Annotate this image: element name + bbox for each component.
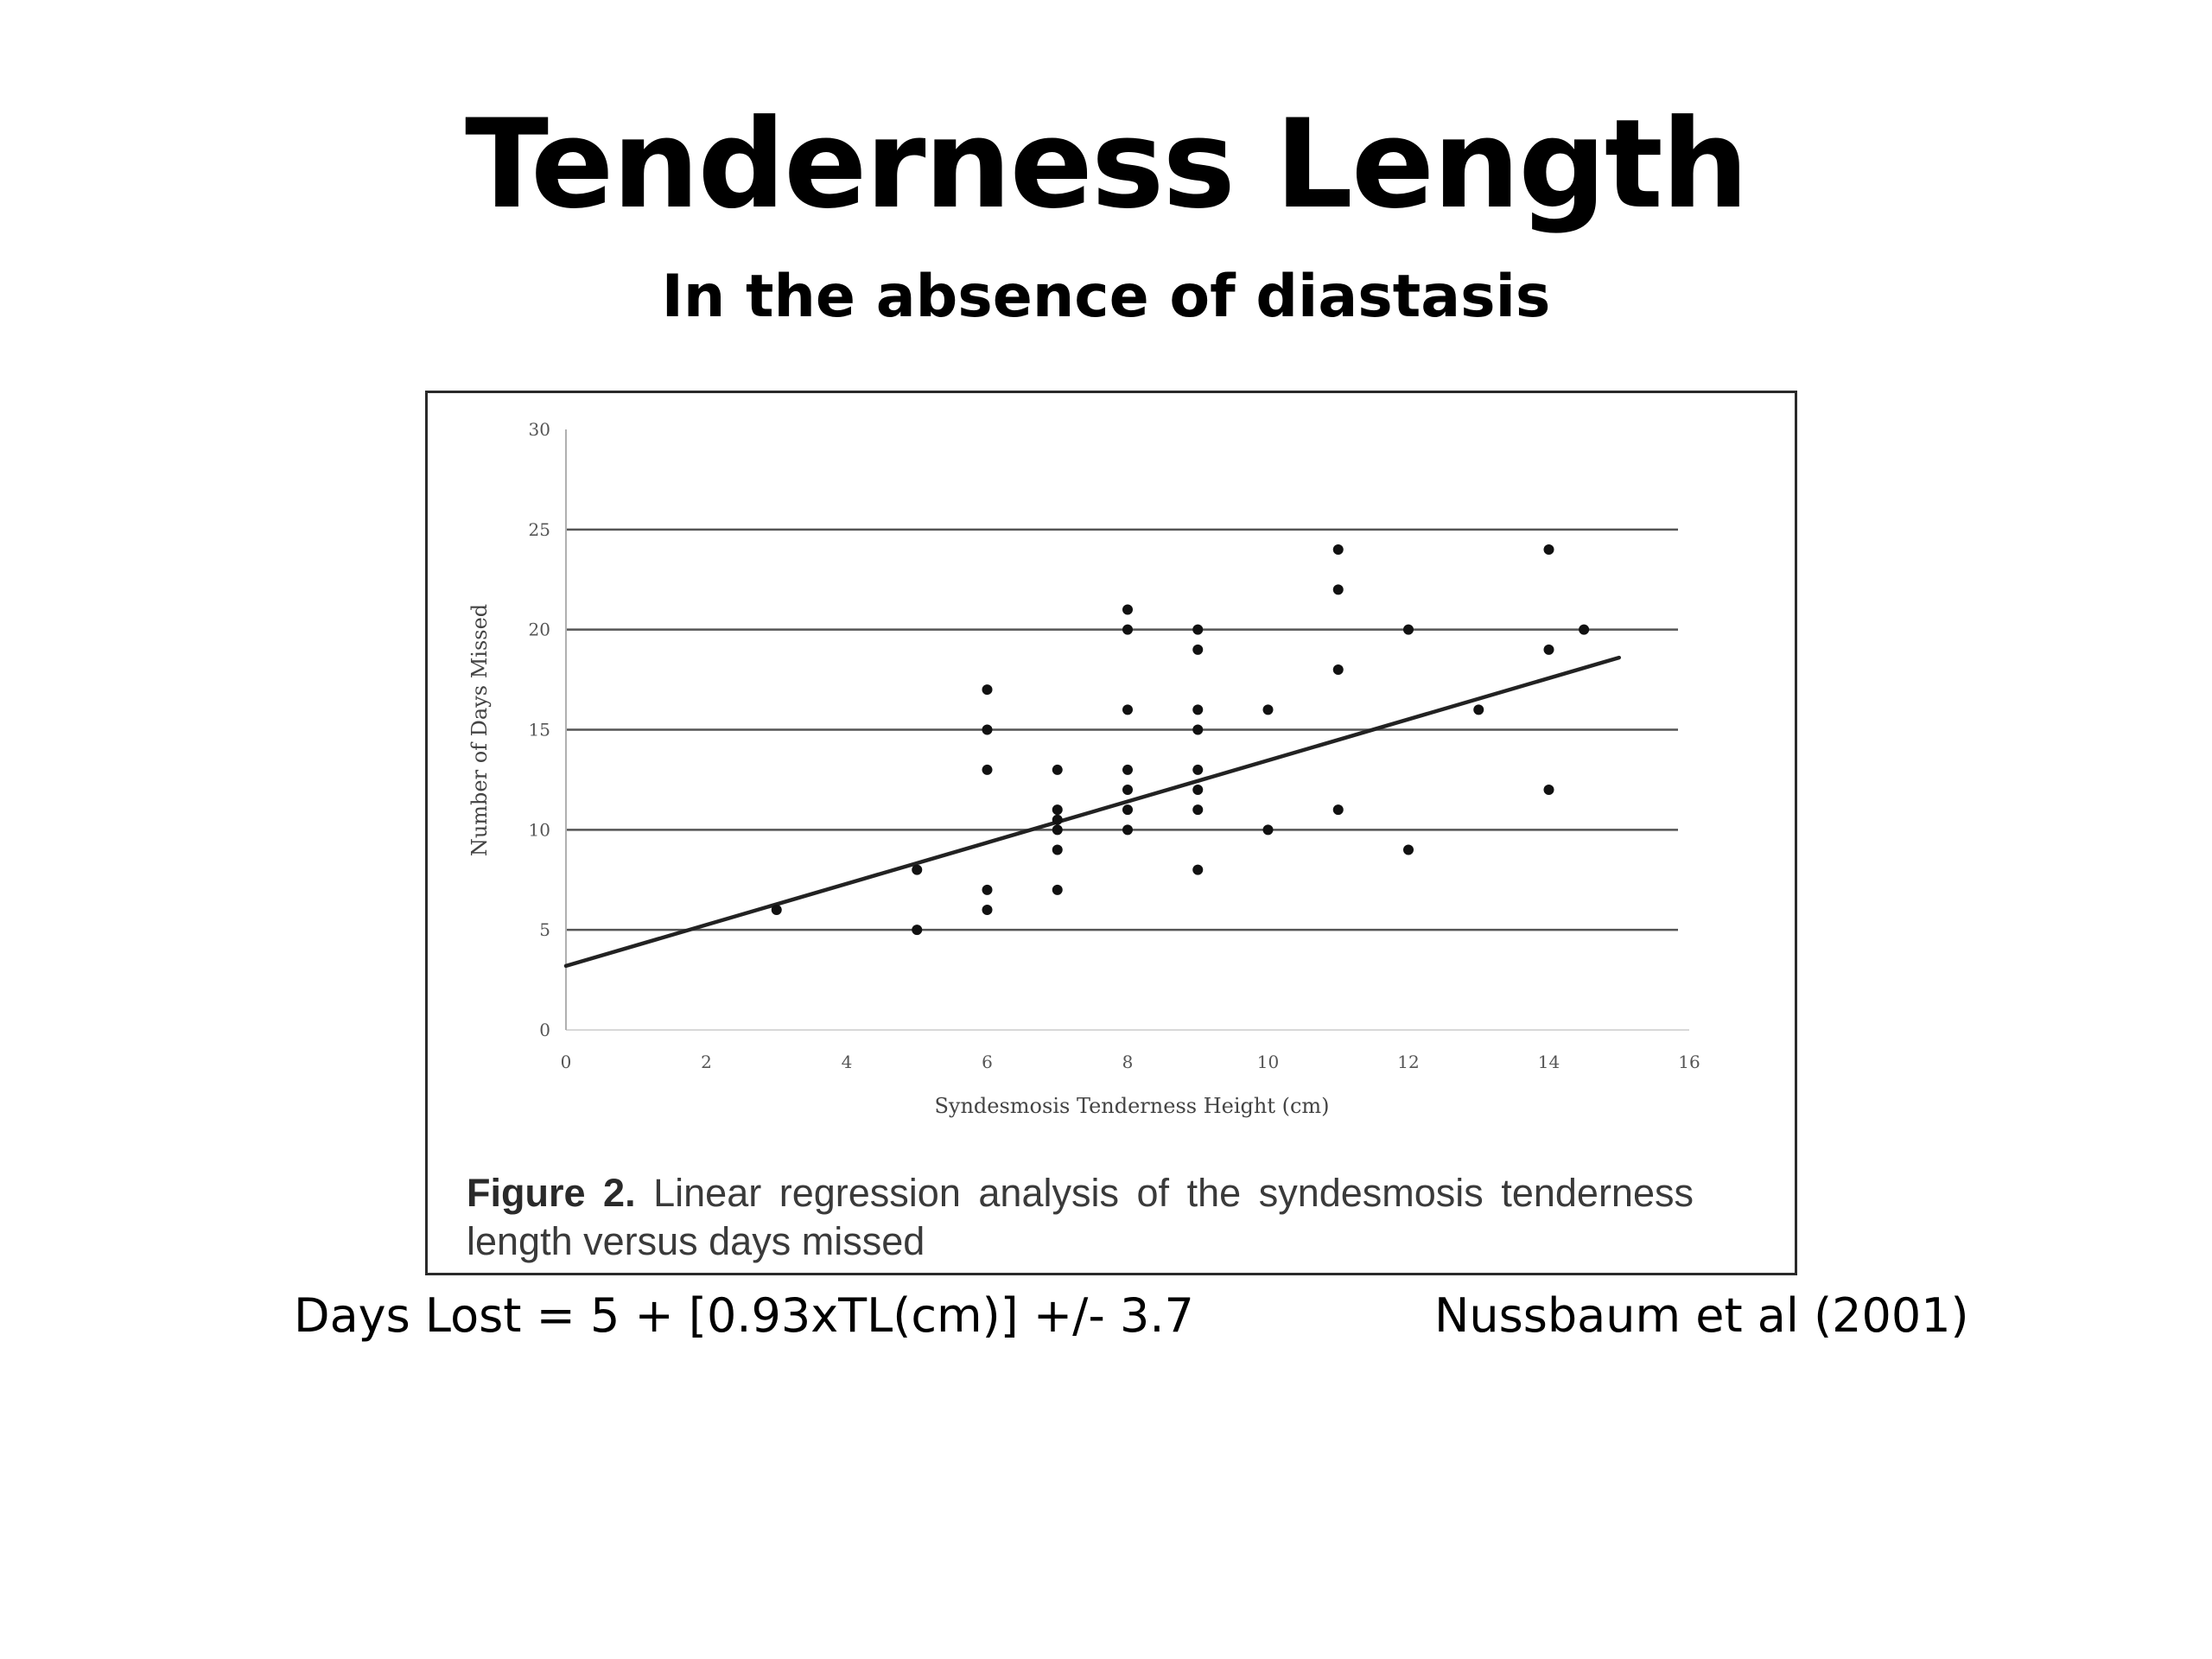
data-point (1192, 785, 1204, 795)
data-point (1332, 804, 1344, 816)
data-point (1332, 664, 1344, 675)
axis-ticks: 0 5 10 15 20 25 30 0 2 4 6 8 10 12 14 16 (529, 419, 1700, 1072)
data-point (1122, 704, 1133, 715)
data-point (1192, 724, 1204, 735)
regression-line (563, 655, 1621, 969)
figure-frame: 0 5 10 15 20 25 30 0 2 4 6 8 10 12 14 16 Syndesmosis Te… (425, 391, 1797, 1275)
data-point (1122, 824, 1133, 836)
y-tick-label: 5 (539, 919, 550, 940)
data-point (1122, 624, 1133, 635)
data-point (1543, 544, 1554, 555)
y-tick-label: 10 (529, 819, 550, 840)
data-point (1122, 604, 1133, 615)
data-point (982, 724, 993, 735)
x-tick-label: 4 (842, 1052, 853, 1072)
y-tick-label: 25 (529, 519, 550, 540)
x-tick-label: 12 (1397, 1052, 1419, 1072)
y-tick-label: 15 (529, 720, 550, 741)
data-point (1122, 785, 1133, 795)
scatter-chart: 0 5 10 15 20 25 30 0 2 4 6 8 10 12 14 16 Syndesmosis Te… (467, 419, 1700, 1118)
figure-caption-text: Linear regression analysis of the syndes… (467, 1171, 1694, 1263)
data-point (982, 884, 993, 895)
data-point (1052, 824, 1063, 836)
x-tick-label: 14 (1538, 1052, 1560, 1072)
data-point (1332, 544, 1344, 555)
data-point (1192, 704, 1204, 715)
data-point (982, 684, 993, 696)
regression-formula: Days Lost = 5 + [0.93xTL(cm)] +/- 3.7 (294, 1288, 1194, 1343)
data-point (982, 764, 993, 775)
data-point (912, 925, 923, 936)
x-axis-label: Syndesmosis Tenderness Height (cm) (934, 1094, 1329, 1118)
x-tick-label: 2 (701, 1052, 712, 1072)
data-point (1262, 704, 1274, 715)
data-point (1052, 814, 1063, 825)
data-point (1122, 764, 1133, 775)
data-point (1052, 844, 1063, 855)
y-tick-label: 30 (529, 419, 550, 440)
data-point (1192, 804, 1204, 816)
citation: Nussbaum et al (2001) (1434, 1288, 1969, 1343)
x-tick-label: 16 (1678, 1052, 1700, 1072)
data-point (1122, 804, 1133, 816)
data-point (1403, 844, 1414, 855)
y-tick-label: 0 (539, 1020, 550, 1040)
slide-title: Tenderness Length (465, 93, 1749, 236)
data-point (1543, 644, 1554, 655)
slide-subtitle: In the absence of diastasis (661, 263, 1551, 331)
x-tick-label: 10 (1257, 1052, 1279, 1072)
data-point (1473, 704, 1484, 715)
data-point (1403, 624, 1414, 635)
x-tick-label: 0 (561, 1052, 572, 1072)
y-axis-label: Number of Days Missed (467, 604, 492, 856)
data-point (1192, 764, 1204, 775)
figure-caption-label: Figure 2. (467, 1171, 636, 1215)
data-points (771, 544, 1590, 936)
grid-lines (566, 528, 1689, 1031)
data-point (1192, 624, 1204, 635)
data-point (1332, 584, 1344, 595)
data-point (1192, 644, 1204, 655)
data-point (1052, 764, 1063, 775)
data-point (1262, 824, 1274, 836)
data-point (1052, 804, 1063, 816)
x-tick-label: 8 (1122, 1052, 1134, 1072)
y-tick-label: 20 (529, 620, 550, 640)
figure-caption: Figure 2. Linear regression analysis of … (467, 1169, 1694, 1266)
data-point (1052, 884, 1063, 895)
data-point (912, 864, 923, 875)
x-tick-label: 6 (982, 1052, 993, 1072)
data-point (1579, 624, 1590, 635)
data-point (1543, 785, 1554, 795)
data-point (1192, 864, 1204, 875)
data-point (982, 905, 993, 915)
data-point (771, 905, 782, 915)
